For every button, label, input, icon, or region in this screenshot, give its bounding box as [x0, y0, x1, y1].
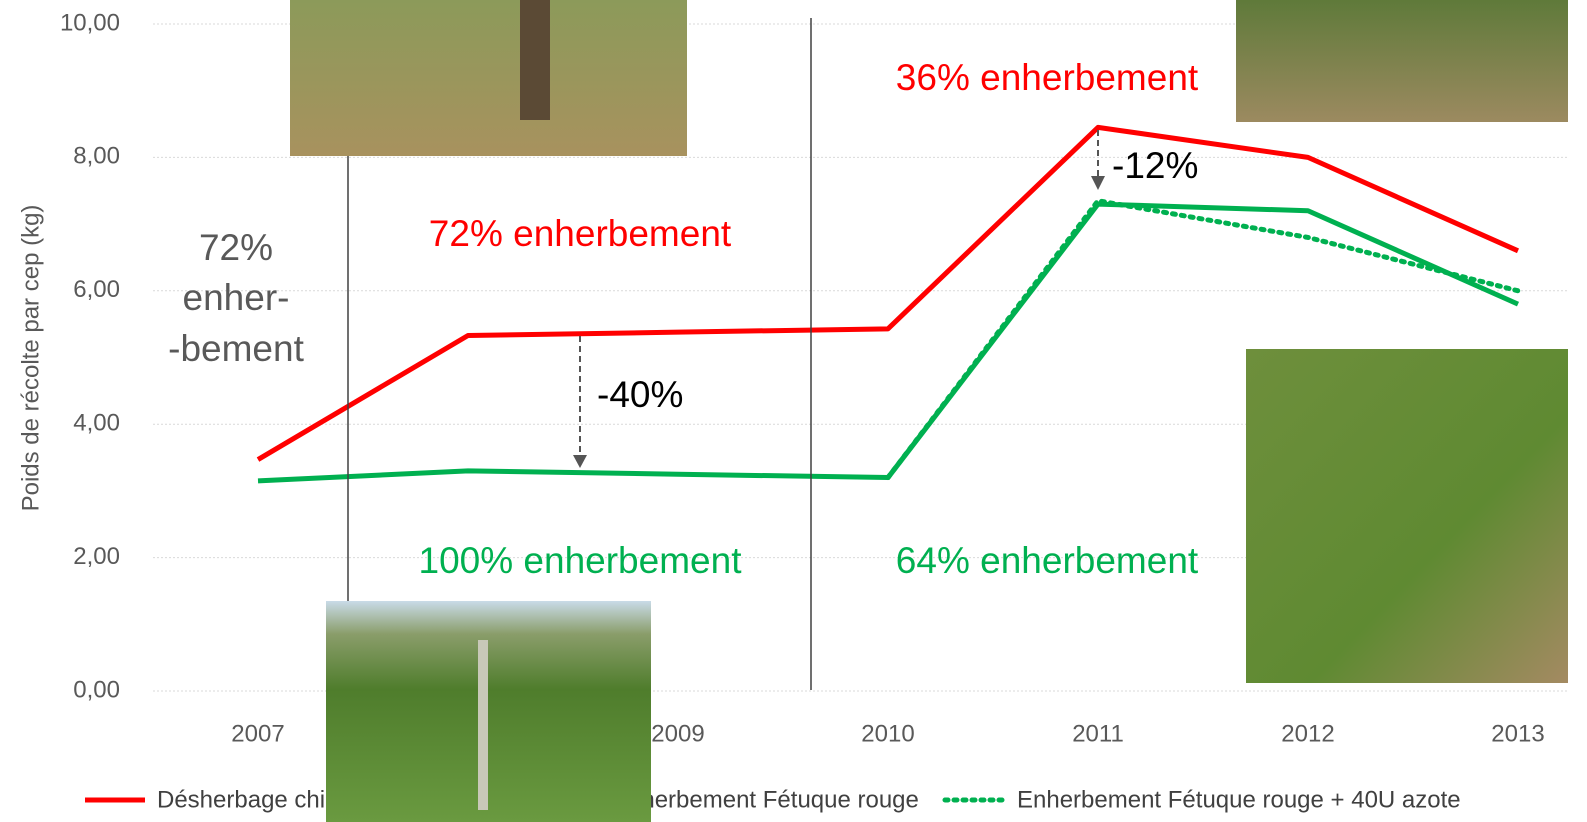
photo: [1246, 349, 1568, 683]
annotation: 64% enherbement: [896, 540, 1199, 581]
y-tick-label: 0,00: [73, 676, 120, 703]
annotation: -40%: [597, 374, 683, 415]
x-tick-label: 2010: [861, 720, 914, 747]
annotation: enher-: [183, 277, 290, 318]
x-tick-label: 2012: [1281, 720, 1334, 747]
annotation: -bement: [168, 328, 304, 369]
x-tick-label: 2013: [1491, 720, 1544, 747]
y-tick-label: 10,00: [60, 9, 120, 36]
photo-detail: [478, 640, 488, 810]
y-tick-label: 2,00: [73, 543, 120, 570]
photo-detail: [520, 0, 550, 120]
x-tick-label: 2007: [231, 720, 284, 747]
annotation: 100% enherbement: [419, 540, 743, 581]
legend-label: Enherbement Fétuque rouge: [612, 786, 919, 813]
chart: 0,002,004,006,008,0010,00200720082009201…: [0, 0, 1587, 822]
annotation: -12%: [1112, 145, 1198, 186]
x-tick-label: 2011: [1072, 720, 1124, 747]
arrow-head: [1091, 176, 1105, 190]
arrow-head: [573, 455, 587, 468]
photos: [290, 0, 1568, 822]
legend-label: Enherbement Fétuque rouge + 40U azote: [1017, 786, 1461, 813]
y-axis-label: Poids de récolte par cep (kg): [17, 205, 44, 512]
y-tick-label: 8,00: [73, 143, 120, 170]
annotation: 36% enherbement: [896, 57, 1199, 98]
photo: [1236, 0, 1568, 122]
y-tick-label: 4,00: [73, 410, 120, 437]
annotation: 72% enherbement: [429, 213, 732, 254]
annotation: 72%: [199, 227, 273, 268]
x-tick-label: 2009: [651, 720, 704, 747]
y-tick-label: 6,00: [73, 276, 120, 303]
photo: [290, 0, 687, 156]
photo: [326, 601, 651, 822]
